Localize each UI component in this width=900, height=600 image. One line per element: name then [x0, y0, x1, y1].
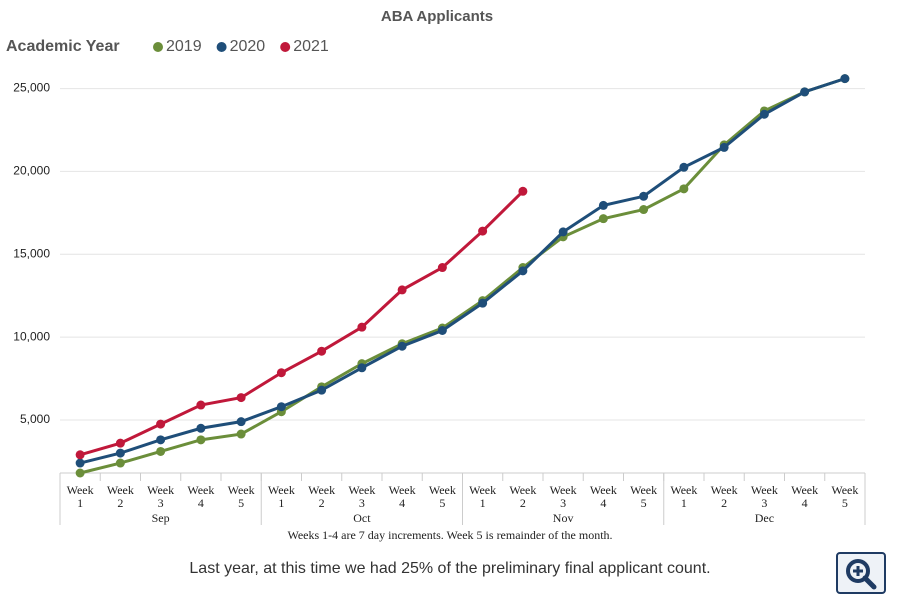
chart-title: ABA Applicants: [381, 8, 493, 25]
y-tick-label: 10,000: [13, 329, 50, 343]
data-point: [840, 74, 850, 84]
month-label: Nov: [552, 511, 574, 525]
data-point: [397, 285, 407, 295]
y-tick-label: 20,000: [13, 164, 50, 178]
data-point: [115, 438, 125, 448]
data-point: [639, 191, 649, 201]
data-point: [75, 468, 85, 478]
data-point: [236, 393, 246, 403]
data-point: [397, 341, 407, 351]
legend-title: Academic Year: [6, 38, 120, 55]
series-line: [79, 190, 524, 457]
zoom-icon: [846, 559, 877, 590]
data-point: [115, 458, 125, 468]
y-tick-label: 5,000: [20, 412, 50, 426]
data-point: [598, 200, 608, 210]
data-point: [317, 385, 327, 395]
data-point: [196, 423, 206, 433]
legend-marker: [216, 42, 227, 52]
x-tick-label: Week 4: [791, 483, 819, 510]
legend-marker: [153, 42, 163, 52]
legend-label: 2021: [293, 38, 329, 55]
x-tick-label: Week 3: [348, 483, 376, 510]
series-line: [79, 77, 846, 475]
data-point: [639, 205, 649, 215]
data-point: [679, 184, 689, 194]
x-tick-label: Week 4: [187, 483, 215, 510]
x-tick-label: Week 3: [549, 483, 577, 510]
data-point: [518, 266, 528, 276]
legend-marker: [280, 42, 291, 52]
x-tick-label: Week 1: [267, 483, 295, 510]
data-point: [478, 226, 488, 236]
data-point: [357, 363, 367, 373]
data-point: [75, 450, 85, 460]
data-point: [156, 435, 166, 445]
month-label: Sep: [151, 511, 170, 525]
data-point: [75, 458, 85, 468]
data-point: [317, 346, 327, 356]
x-tick-label: Week 4: [589, 483, 617, 510]
data-point: [759, 109, 769, 119]
x-tick-label: Week 1: [469, 483, 497, 510]
data-point: [156, 446, 166, 456]
data-point: [276, 402, 286, 412]
series-line: [79, 77, 846, 465]
data-point: [196, 400, 206, 410]
x-tick-label: Week 3: [750, 483, 778, 510]
month-label: Dec: [754, 511, 775, 525]
data-point: [196, 435, 206, 445]
y-tick-label: 25,000: [13, 81, 50, 95]
data-point: [115, 448, 125, 458]
data-point: [719, 142, 729, 152]
zoom-button[interactable]: [836, 552, 886, 594]
x-tick-label: Week 5: [831, 483, 859, 510]
x-tick-label: Week 3: [147, 483, 175, 510]
y-tick-label: 15,000: [13, 246, 50, 260]
x-tick-label: Week 5: [630, 483, 658, 510]
x-tick-label: Week 5: [428, 483, 456, 510]
data-point: [518, 186, 528, 196]
x-tick-label: Week 1: [670, 483, 698, 510]
footnote: Weeks 1-4 are 7 day increments. Week 5 i…: [287, 528, 613, 542]
x-tick-label: Week 4: [388, 483, 416, 510]
data-point: [236, 417, 246, 427]
data-point: [679, 162, 689, 172]
x-tick-label: Week 5: [227, 483, 255, 510]
data-point: [156, 419, 166, 429]
month-label: Oct: [353, 511, 371, 525]
x-tick-label: Week 2: [308, 483, 336, 510]
caption: Last year, at this time we had 25% of th…: [189, 560, 711, 577]
x-tick-label: Week 1: [66, 483, 94, 510]
data-point: [437, 263, 447, 273]
data-point: [800, 87, 810, 97]
legend-label: 2020: [230, 38, 266, 55]
x-tick-label: Week 2: [509, 483, 537, 510]
data-point: [357, 322, 367, 332]
data-point: [276, 368, 286, 378]
x-tick-label: Week 2: [106, 483, 134, 510]
data-point: [236, 429, 246, 439]
legend-label: 2019: [166, 38, 202, 55]
data-point: [598, 214, 608, 224]
data-point: [478, 298, 488, 308]
data-point: [437, 325, 447, 335]
data-point: [558, 227, 568, 237]
x-tick-label: Week 2: [710, 483, 738, 510]
